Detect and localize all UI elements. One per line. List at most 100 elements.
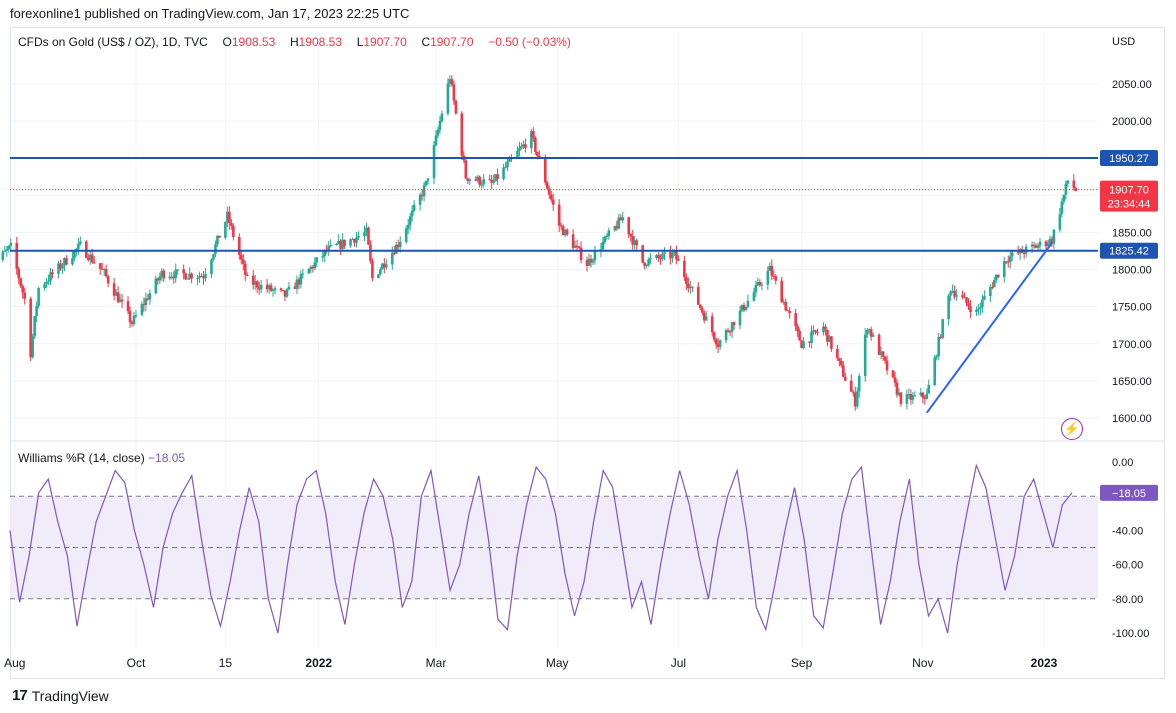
candle-body bbox=[573, 245, 577, 249]
candle-body bbox=[420, 194, 424, 197]
candle-body bbox=[88, 254, 92, 261]
footer[interactable]: 17 TradingView bbox=[12, 687, 109, 704]
price-tick-label: 2000.00 bbox=[1112, 116, 1152, 128]
candle-body bbox=[309, 266, 313, 270]
candle-body bbox=[148, 293, 152, 300]
candle-body bbox=[853, 392, 857, 407]
time-tick-label: 2023 bbox=[1031, 656, 1058, 670]
close-label: C bbox=[421, 35, 431, 49]
candle-body bbox=[1066, 180, 1070, 184]
candle-body bbox=[571, 234, 575, 249]
candle-body bbox=[100, 268, 104, 270]
candle-body bbox=[869, 329, 873, 337]
candle-body bbox=[1046, 243, 1050, 247]
candle-body bbox=[649, 258, 652, 260]
candle-body bbox=[885, 360, 889, 371]
williams-legend[interactable]: Williams %R (14, close) −18.05 bbox=[18, 451, 185, 465]
candle-body bbox=[716, 344, 720, 348]
candle-body bbox=[398, 241, 402, 247]
candle-body bbox=[323, 249, 327, 257]
candle-body bbox=[812, 330, 815, 332]
candle-body bbox=[589, 258, 593, 263]
candle-body bbox=[1004, 261, 1008, 263]
candle-body bbox=[549, 194, 553, 200]
candle-body bbox=[329, 244, 332, 247]
candle-body bbox=[933, 357, 937, 385]
candle-body bbox=[35, 305, 38, 317]
candle-body bbox=[969, 306, 972, 313]
candle-body bbox=[746, 300, 750, 307]
candle-body bbox=[712, 332, 716, 340]
candle-body bbox=[406, 224, 410, 229]
candle-body bbox=[633, 240, 636, 245]
candle-body bbox=[142, 304, 146, 306]
candle-body bbox=[3, 250, 7, 252]
candle-body bbox=[98, 263, 102, 269]
candle-body bbox=[438, 121, 442, 130]
high-label: H bbox=[289, 35, 299, 49]
candle-body bbox=[343, 239, 346, 246]
candle-body bbox=[1016, 252, 1020, 254]
williams-legend-value: −18.05 bbox=[148, 451, 186, 465]
candle-body bbox=[965, 297, 968, 303]
candle-body bbox=[881, 351, 885, 357]
candle-body bbox=[377, 274, 380, 278]
candle-body bbox=[383, 263, 386, 268]
candle-body bbox=[913, 395, 917, 397]
candle-body bbox=[146, 298, 150, 300]
candle-body bbox=[655, 255, 658, 259]
candle-body bbox=[168, 276, 172, 279]
candle-body bbox=[476, 176, 480, 181]
candle-body bbox=[842, 365, 845, 377]
candle-body bbox=[128, 311, 132, 323]
candle-body bbox=[5, 249, 9, 251]
candle-body bbox=[530, 131, 533, 149]
candle-body bbox=[1072, 180, 1076, 188]
candle-body bbox=[756, 282, 760, 286]
candle-body bbox=[788, 310, 791, 314]
candle-body bbox=[464, 160, 468, 179]
candle-body bbox=[452, 84, 456, 101]
candle-body bbox=[865, 329, 869, 335]
candle-body bbox=[422, 185, 426, 197]
level-price-label: 1825.42 bbox=[1109, 246, 1149, 258]
change-value: −0.50 (−0.03%) bbox=[488, 35, 571, 49]
low-label: L bbox=[356, 35, 364, 49]
candle-body bbox=[877, 334, 881, 355]
candle-body bbox=[927, 384, 931, 394]
time-tick-label: Nov bbox=[912, 656, 933, 670]
candle-body bbox=[126, 301, 130, 312]
candle-body bbox=[73, 250, 76, 259]
lightning-icon[interactable]: ⚡ bbox=[1061, 418, 1083, 440]
candle-body bbox=[635, 240, 638, 246]
candle-body bbox=[392, 252, 396, 255]
candle-body bbox=[426, 178, 430, 181]
candle-body bbox=[786, 310, 789, 312]
candle-body bbox=[184, 273, 187, 280]
price-tick-label: 1750.00 bbox=[1112, 302, 1152, 314]
price-tick-label: 1700.00 bbox=[1112, 339, 1152, 351]
symbol-legend[interactable]: CFDs on Gold (US$ / OZ), 1D, TVC O1908.5… bbox=[18, 35, 571, 49]
publisher-line: forexonline1 published on TradingView.co… bbox=[10, 6, 410, 21]
candle-body bbox=[766, 270, 770, 285]
candle-body bbox=[895, 382, 899, 395]
candle-body bbox=[909, 394, 913, 400]
candle-body bbox=[45, 281, 48, 285]
candle-body bbox=[760, 284, 764, 286]
candle-body bbox=[1048, 238, 1052, 244]
candle-body bbox=[740, 304, 744, 311]
candle-body bbox=[1052, 229, 1056, 244]
candle-body bbox=[245, 274, 249, 276]
candle-body bbox=[524, 144, 527, 149]
candle-body bbox=[466, 178, 470, 181]
candle-body bbox=[545, 182, 549, 189]
candle-body bbox=[454, 100, 458, 114]
candle-body bbox=[379, 269, 382, 275]
williams-tick-label: -80.00 bbox=[1112, 594, 1143, 606]
price-tick-label: 1800.00 bbox=[1112, 265, 1152, 277]
candle-body bbox=[293, 286, 297, 289]
candle-body bbox=[619, 217, 623, 221]
candle-body bbox=[202, 276, 205, 279]
candle-body bbox=[627, 217, 631, 234]
